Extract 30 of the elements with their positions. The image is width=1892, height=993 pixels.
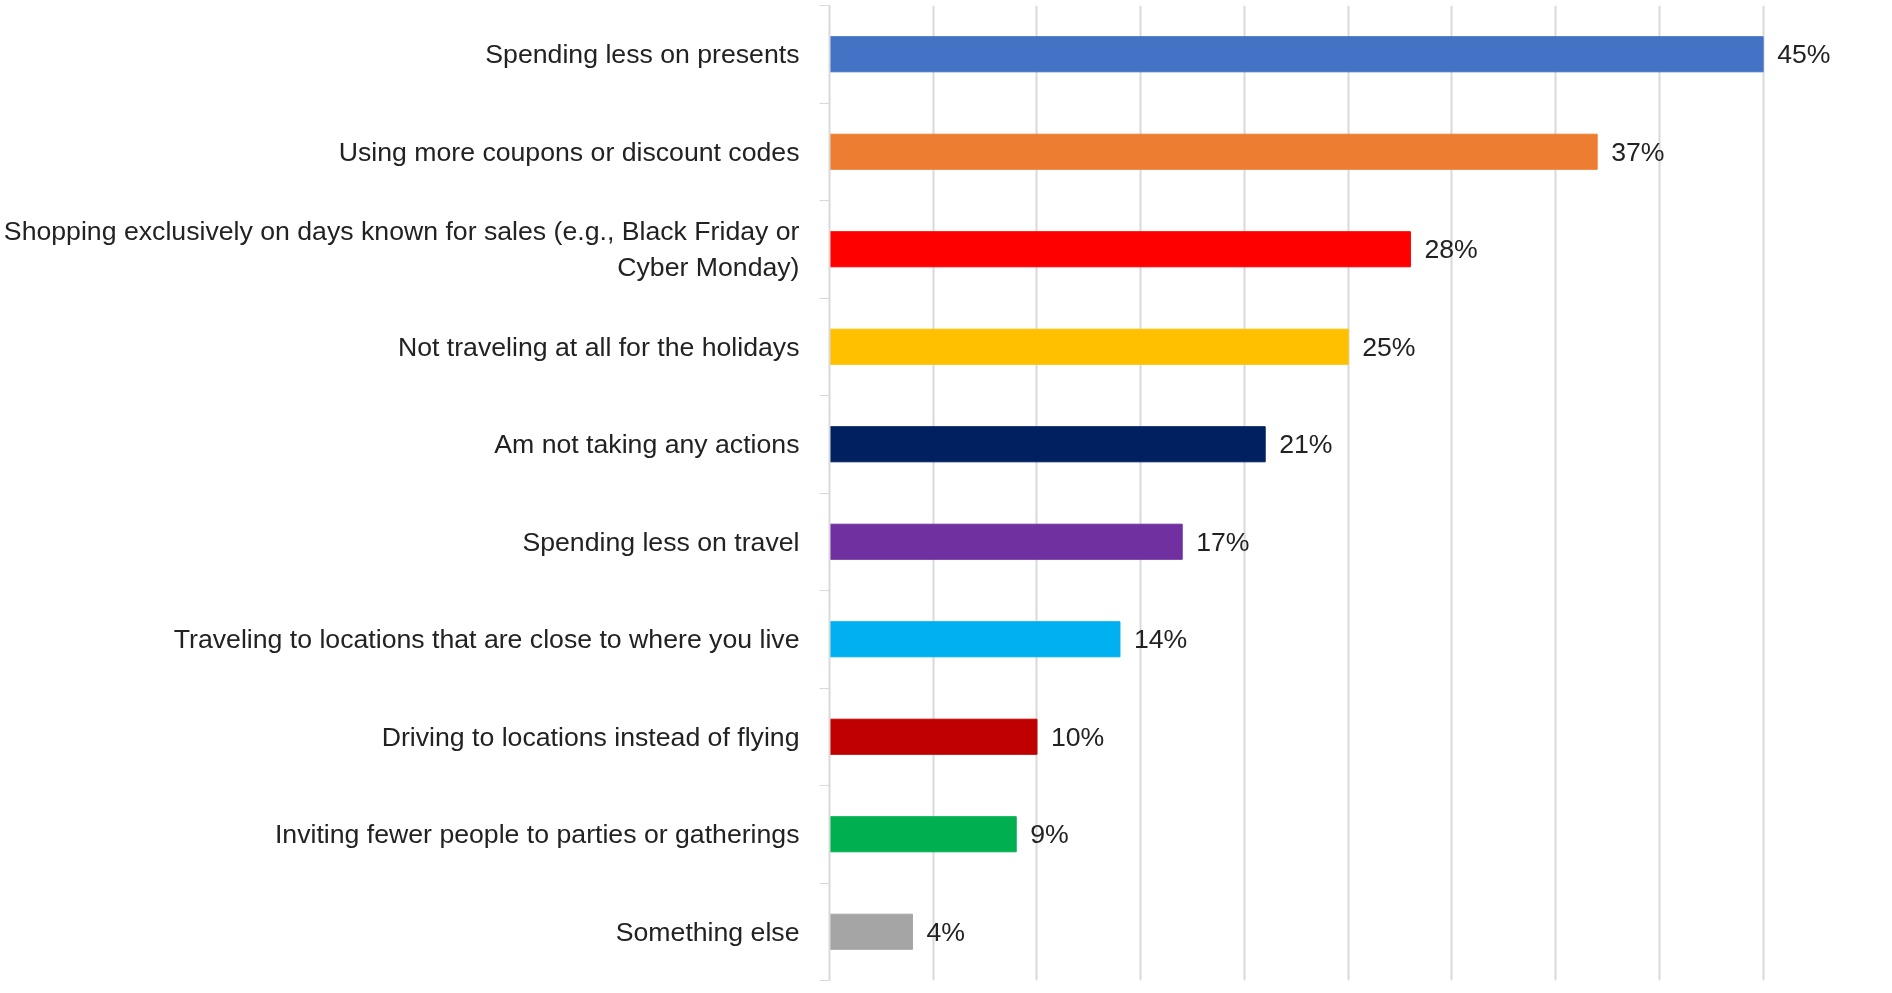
y-tick-label: Spending less on presents xyxy=(485,39,800,70)
bar xyxy=(829,718,1038,755)
y-tick-label: Am not taking any actions xyxy=(494,429,800,460)
y-tick-label: Inviting fewer people to parties or gatherings xyxy=(274,819,800,850)
bar xyxy=(829,523,1183,560)
bar xyxy=(829,36,1764,73)
data-label: 10% xyxy=(1050,721,1105,752)
y-tick-label: Not traveling at all for the holidays xyxy=(397,331,800,362)
y-tick-label: Driving to locations instead of flying xyxy=(381,721,800,752)
data-label: 28% xyxy=(1424,234,1478,265)
bar xyxy=(829,816,1017,853)
bar xyxy=(829,133,1598,170)
data-label: 9% xyxy=(1030,819,1069,850)
y-tick-label: Traveling to locations that are close to where you live xyxy=(173,624,800,655)
bar xyxy=(829,426,1266,463)
bar xyxy=(829,328,1349,365)
data-label: 25% xyxy=(1362,331,1416,362)
data-label: 21% xyxy=(1279,429,1333,460)
y-tick-label: Shopping exclusively on days known for sales (e.g., Black Friday or Cyber Monday) xyxy=(3,216,800,283)
data-label: 4% xyxy=(926,916,966,947)
bar xyxy=(829,231,1411,268)
y-tick-label: Using more coupons or discount codes xyxy=(338,136,800,167)
data-label: 37% xyxy=(1611,136,1665,167)
data-label: 45% xyxy=(1777,39,1831,70)
data-label: 17% xyxy=(1196,526,1250,557)
bar xyxy=(829,913,913,950)
y-tick-label: Something else xyxy=(615,916,800,947)
data-label: 14% xyxy=(1133,624,1188,655)
y-tick-label: Spending less on travel xyxy=(522,526,800,557)
bar xyxy=(829,621,1121,658)
